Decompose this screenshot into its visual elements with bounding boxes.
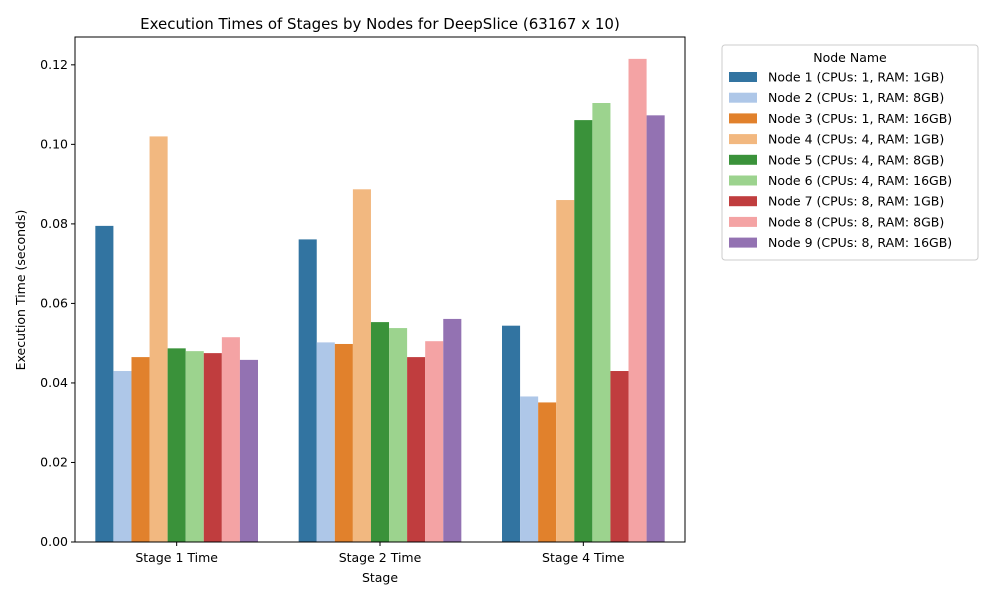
x-tick-label: Stage 2 Time: [339, 550, 422, 565]
bar: [298, 239, 317, 542]
bar: [389, 328, 408, 542]
legend-swatch: [729, 92, 757, 103]
legend-title: Node Name: [813, 50, 887, 65]
legend-swatch: [729, 175, 757, 186]
legend-entry-label: Node 7 (CPUs: 8, RAM: 1GB): [768, 194, 944, 209]
bar: [574, 120, 593, 543]
bar: [334, 343, 353, 542]
y-tick-label: 0.02: [40, 454, 68, 469]
bar: [370, 322, 390, 542]
legend-swatch: [729, 72, 757, 82]
y-tick-label: 0.12: [40, 57, 68, 72]
plot-area: 0.00 0.02 0.04 0.06 0.08 0.10 0.12 Stage 1 Time…: [40, 57, 665, 565]
y-axis-label: Execution Time (seconds): [13, 210, 28, 371]
y-tick-label: 0.04: [40, 375, 68, 390]
legend-entry-label: Node 2 (CPUs: 1, RAM: 8GB): [768, 90, 944, 105]
bar: [239, 359, 258, 542]
legend-entry-label: Node 8 (CPUs: 8, RAM: 8GB): [768, 214, 944, 229]
legend-entry-label: Node 4 (CPUs: 4, RAM: 1GB): [768, 132, 944, 147]
legend-swatch: [729, 216, 757, 227]
bar: [407, 357, 426, 542]
bar: [610, 371, 629, 542]
x-axis-label: Stage: [362, 570, 398, 585]
x-tick-label: Stage 4 Time: [542, 550, 625, 565]
legend-entry-label: Node 6 (CPUs: 4, RAM: 16GB): [768, 173, 952, 188]
bar: [185, 351, 204, 542]
bar: [538, 402, 557, 542]
bar: [443, 318, 462, 542]
legend-entry-label: Node 9 (CPUs: 8, RAM: 16GB): [768, 235, 952, 250]
chart-title: Execution Times of Stages by Nodes for D…: [140, 15, 620, 33]
legend-frame: [721, 44, 979, 261]
axes-frame: [74, 36, 686, 543]
legend-entry-label: Node 3 (CPUs: 1, RAM: 16GB): [768, 111, 952, 126]
legend-swatch: [729, 113, 757, 124]
legend-swatch: [729, 196, 757, 207]
bar: [316, 342, 335, 542]
bar: [352, 189, 371, 542]
legend-entry-label: Node 1 (CPUs: 1, RAM: 1GB): [768, 70, 944, 85]
legend-entry-label: Node 5 (CPUs: 4, RAM: 8GB): [768, 152, 944, 167]
y-tick-label: 0.08: [40, 216, 68, 231]
bar: [167, 348, 186, 542]
legend: Node Name Node 1 (CPUs: 1, RAM: 1GB) Node…: [721, 44, 979, 261]
bar: [425, 341, 444, 542]
bar: [149, 136, 168, 542]
bar: [113, 371, 132, 542]
bar: [221, 337, 240, 542]
bar: [646, 115, 665, 542]
bar: [502, 325, 521, 542]
x-tick-label: Stage 1 Time: [135, 550, 218, 565]
y-tick-label: 0.06: [40, 295, 68, 310]
bar: [203, 353, 222, 542]
bar: [131, 357, 150, 542]
bar: [520, 396, 539, 542]
legend-swatch: [729, 237, 757, 248]
bar: [95, 225, 114, 542]
legend-swatch: [729, 134, 757, 145]
bar: [628, 58, 647, 542]
bar: [556, 200, 575, 542]
legend-swatch: [729, 154, 757, 165]
y-tick-label: 0.10: [40, 136, 68, 151]
bar: [592, 103, 611, 542]
y-tick-label: 0.00: [40, 534, 68, 549]
